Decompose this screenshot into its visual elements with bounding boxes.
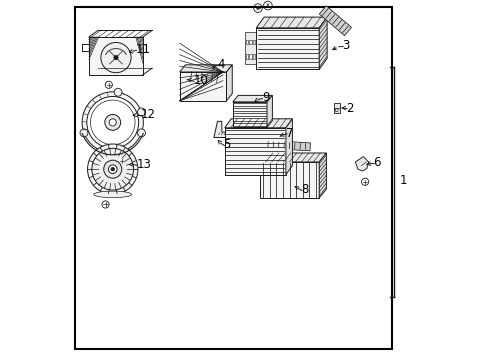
Circle shape	[335, 109, 337, 112]
Circle shape	[90, 100, 135, 145]
Bar	[75, 7, 391, 349]
Circle shape	[114, 55, 118, 60]
Polygon shape	[213, 121, 233, 138]
Polygon shape	[89, 37, 142, 75]
Polygon shape	[256, 17, 326, 28]
Circle shape	[92, 148, 133, 190]
Text: 6: 6	[373, 156, 380, 169]
Text: 2: 2	[346, 102, 353, 114]
Polygon shape	[232, 95, 272, 102]
Polygon shape	[259, 162, 319, 198]
Polygon shape	[226, 65, 232, 101]
Text: 9: 9	[261, 91, 269, 104]
Circle shape	[137, 129, 145, 137]
Text: 7: 7	[285, 127, 293, 140]
Bar	[245, 40, 248, 44]
Text: 5: 5	[223, 138, 230, 151]
Polygon shape	[224, 119, 292, 128]
Text: 8: 8	[301, 183, 308, 196]
Polygon shape	[179, 65, 232, 72]
Polygon shape	[232, 102, 266, 127]
Circle shape	[109, 119, 116, 126]
Circle shape	[108, 165, 117, 174]
Polygon shape	[224, 128, 285, 175]
Text: 1: 1	[399, 174, 406, 186]
Polygon shape	[259, 153, 325, 162]
Text: 12: 12	[141, 108, 156, 121]
Text: 10: 10	[193, 74, 208, 87]
Polygon shape	[187, 70, 221, 85]
Polygon shape	[263, 140, 310, 151]
Bar	[252, 54, 254, 58]
Circle shape	[87, 144, 138, 194]
Circle shape	[104, 114, 121, 130]
Text: 11: 11	[136, 43, 150, 56]
Polygon shape	[319, 153, 325, 198]
Bar	[245, 54, 248, 58]
Polygon shape	[256, 28, 319, 69]
Circle shape	[103, 149, 111, 157]
Bar	[249, 40, 251, 44]
Circle shape	[103, 160, 122, 178]
Circle shape	[137, 108, 145, 116]
Text: 4: 4	[217, 58, 224, 71]
Text: 13: 13	[136, 158, 151, 171]
Bar	[249, 54, 251, 58]
Circle shape	[101, 42, 131, 73]
Circle shape	[87, 96, 139, 148]
Polygon shape	[319, 6, 351, 36]
Polygon shape	[355, 157, 368, 171]
Circle shape	[111, 167, 114, 171]
Circle shape	[80, 129, 88, 137]
Polygon shape	[244, 31, 256, 64]
Ellipse shape	[94, 191, 131, 198]
Polygon shape	[266, 95, 272, 127]
Polygon shape	[333, 103, 339, 113]
Text: 3: 3	[342, 39, 349, 52]
Polygon shape	[179, 72, 226, 101]
Bar	[252, 40, 254, 44]
Circle shape	[82, 92, 143, 153]
Polygon shape	[285, 119, 292, 175]
Polygon shape	[319, 17, 326, 69]
Circle shape	[114, 88, 122, 96]
